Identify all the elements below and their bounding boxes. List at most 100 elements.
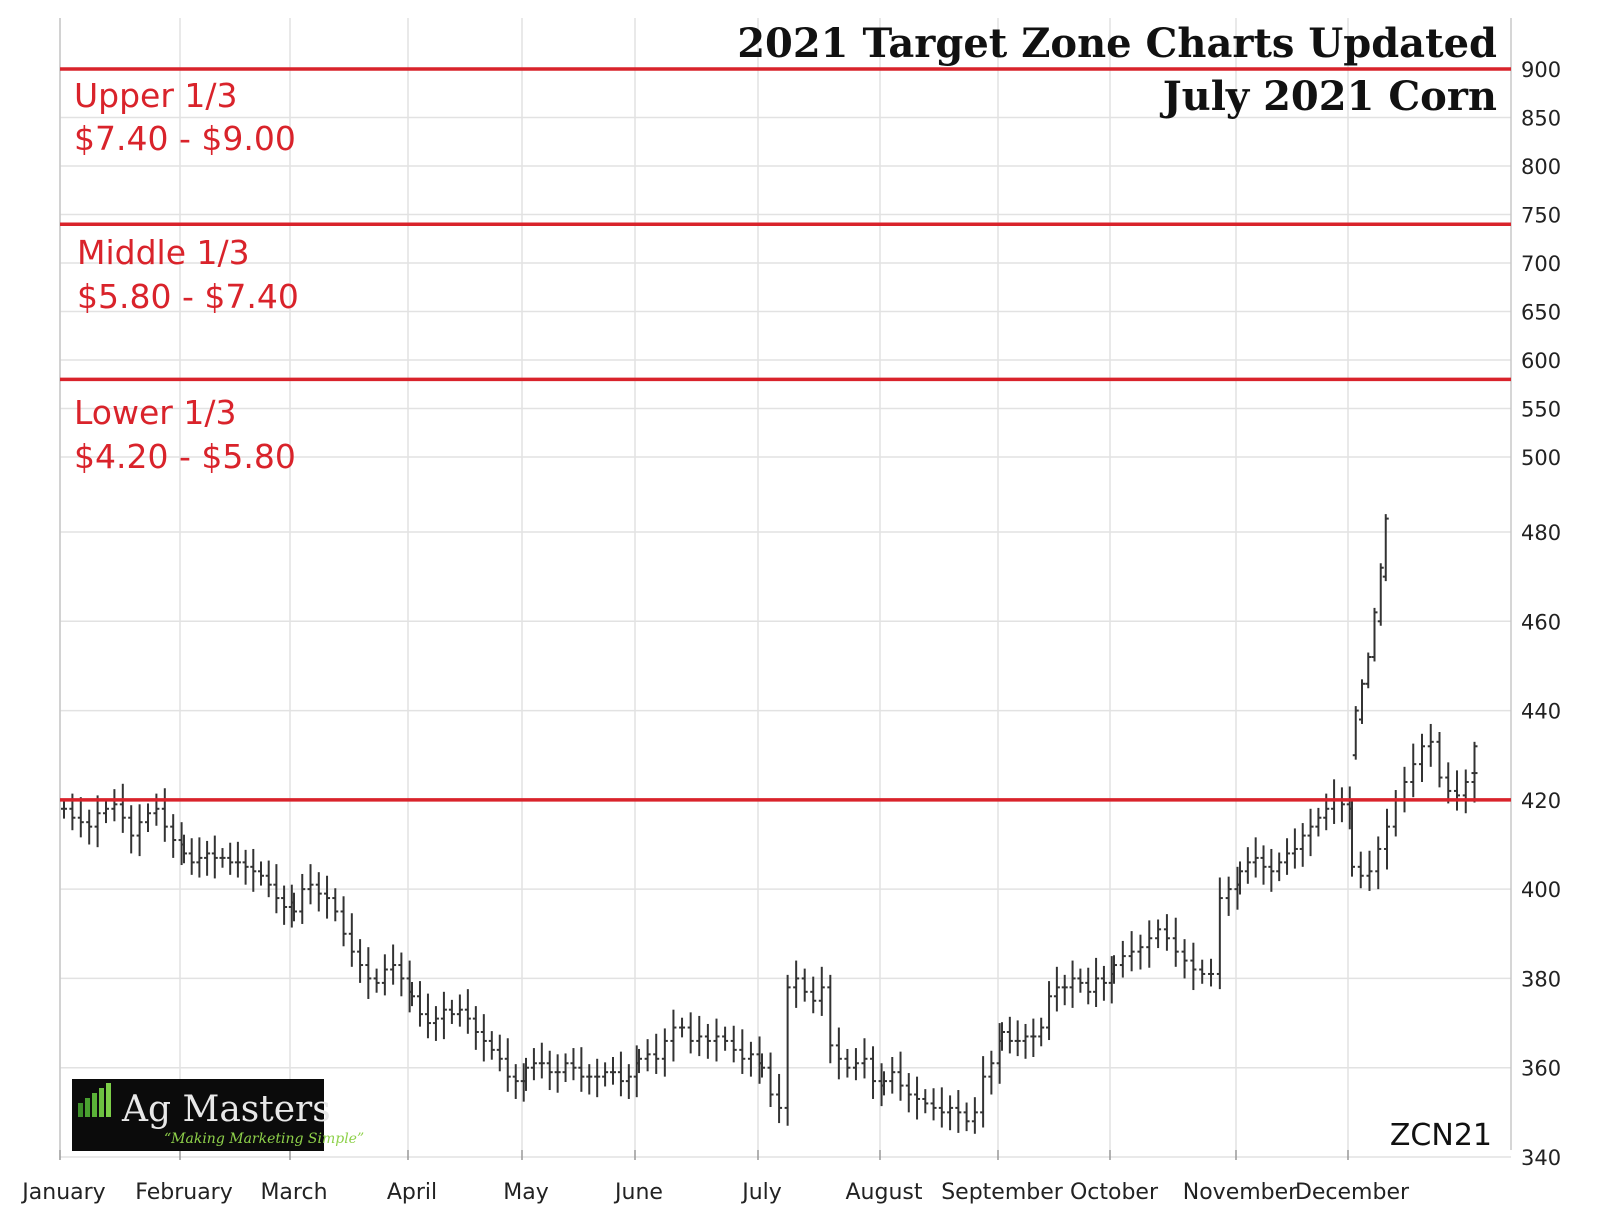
price-bar [1119, 940, 1126, 978]
y-tick-label: 650 [1521, 301, 1561, 325]
price-bar [94, 795, 101, 848]
price-bar [739, 1029, 746, 1074]
price-bar [273, 864, 280, 914]
price-bar [870, 1046, 877, 1099]
logo-tagline: “Making Marketing Simple” [164, 1131, 364, 1147]
price-bar [1077, 968, 1084, 993]
zone-lower-range: $4.20 - $5.80 [74, 437, 296, 476]
price-bar [827, 974, 834, 1064]
price-bar [1146, 920, 1153, 968]
price-bar [1172, 917, 1179, 967]
price-bar [938, 1087, 945, 1128]
zone-middle-name: Middle 1/3 [77, 233, 250, 272]
price-bar [801, 968, 808, 1002]
price-bar [971, 1097, 978, 1134]
price-bar [1216, 877, 1223, 990]
y-tick-label: 480 [1521, 521, 1561, 545]
price-bar [570, 1048, 577, 1081]
price-bar [1454, 770, 1460, 811]
price-bar [767, 1052, 774, 1107]
price-bar [357, 939, 364, 983]
price-bar [1111, 955, 1117, 984]
price-bar [373, 968, 380, 993]
price-bar [480, 1014, 487, 1062]
price-bar [1365, 652, 1372, 689]
price-bar [1163, 914, 1170, 951]
price-bar [1022, 1023, 1029, 1059]
y-tick-label: 600 [1521, 349, 1561, 373]
price-bar [416, 981, 423, 1027]
price-bar [1410, 743, 1417, 798]
price-bar [227, 842, 234, 875]
price-bar [759, 1053, 765, 1078]
price-bar [136, 804, 143, 857]
price-bar [145, 803, 151, 832]
price-bar [1155, 919, 1162, 949]
price-bar [852, 1048, 859, 1081]
price-bar [86, 809, 93, 845]
price-bar [1462, 769, 1469, 814]
y-tick-label: 360 [1521, 1057, 1561, 1081]
vertical-grid [59, 18, 1349, 1150]
price-bar [999, 1022, 1005, 1051]
price-bar [332, 888, 339, 922]
price-bar [472, 1006, 479, 1050]
price-bar [440, 991, 447, 1040]
logo-name: Ag Masters [121, 1089, 331, 1130]
price-bar [1375, 836, 1382, 890]
price-bar [653, 1033, 660, 1074]
y-tick-label: 500 [1521, 446, 1561, 470]
price-bar [299, 873, 306, 924]
price-bar [1366, 850, 1373, 891]
price-bar [242, 849, 249, 885]
price-bar [1014, 1020, 1021, 1057]
price-bar [398, 952, 405, 997]
price-bar [889, 1057, 896, 1094]
price-bar [424, 993, 431, 1039]
price-bar [1208, 958, 1215, 987]
price-bar [161, 788, 168, 842]
price-bar [963, 1102, 970, 1132]
price-bar [554, 1054, 561, 1093]
price-bar [1291, 828, 1298, 869]
x-tick-label: March [260, 1180, 327, 1205]
price-bar [291, 892, 297, 922]
y-axis-ticks: 900 850 800 750 700 650 600 550 500 480 460 440 420 4… [1521, 58, 1561, 1170]
price-bar [340, 896, 347, 947]
price-bar [488, 1031, 495, 1060]
bar-chart-icon [78, 1083, 111, 1117]
price-bar [170, 814, 177, 858]
price-bar [204, 840, 211, 876]
ag-masters-logo: Ag Masters “Making Marketing Simple” [72, 1079, 364, 1151]
price-bar [258, 861, 264, 886]
y-tick-label: 900 [1521, 58, 1561, 82]
price-bar [496, 1034, 503, 1072]
price-bar [546, 1050, 553, 1091]
zone-lower-name: Lower 1/3 [74, 393, 236, 432]
price-bar [713, 1018, 720, 1062]
price-bar [1268, 848, 1275, 892]
price-bar [1471, 741, 1478, 778]
price-bar [211, 835, 218, 879]
price-bar [1349, 798, 1355, 877]
price-bar [1352, 706, 1359, 760]
price-bar [1006, 1016, 1013, 1054]
price-bar [409, 982, 415, 1007]
price-bar [955, 1090, 962, 1133]
x-tick-label: December [1295, 1180, 1410, 1205]
price-bar [1030, 1018, 1037, 1057]
price-bar [61, 798, 67, 819]
price-bar [1093, 957, 1100, 1007]
price-bar [947, 1095, 954, 1131]
price-bar [111, 789, 118, 822]
x-axis-ticks: January February March April May June July Augu… [20, 1150, 1410, 1205]
price-bar [1128, 931, 1135, 972]
price-bar [1359, 679, 1365, 724]
y-tick-label: 420 [1521, 789, 1561, 813]
price-bar [1384, 808, 1390, 870]
price-bar [181, 834, 187, 864]
price-bar [1377, 563, 1384, 626]
price-bar [1436, 732, 1443, 788]
x-tick-label: September [941, 1180, 1064, 1205]
